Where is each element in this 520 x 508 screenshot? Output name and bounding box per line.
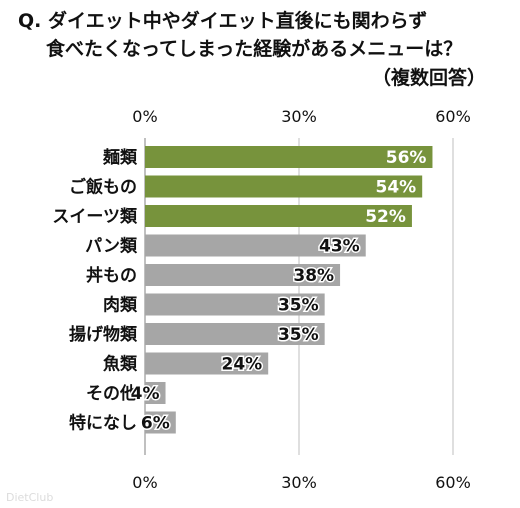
bar xyxy=(145,175,423,198)
category-label: 麺類 xyxy=(102,148,138,168)
data-label: 35% xyxy=(278,296,319,316)
category-label: 揚げ物類 xyxy=(69,324,138,345)
data-label: 35% xyxy=(278,325,319,345)
bar xyxy=(145,205,412,227)
data-label: 56% xyxy=(386,148,427,168)
chart-title: Q. ダイエット中やダイエット直後にも関わらず 食べたくなってしまった経験がある… xyxy=(0,0,520,100)
data-label: 4% xyxy=(131,384,160,404)
title-line-2: 食べたくなってしまった経験があるメニューは？ xyxy=(46,38,463,60)
bar xyxy=(145,264,341,286)
category-label: 魚類 xyxy=(103,354,138,375)
category-label: スイーツ類 xyxy=(52,207,138,227)
x-tick-label-bottom: 30% xyxy=(281,473,317,492)
category-label: パン類 xyxy=(85,237,138,257)
category-label: 肉類 xyxy=(103,295,138,316)
bar xyxy=(145,234,366,257)
bar xyxy=(145,323,325,345)
x-tick-label-top: 60% xyxy=(435,107,471,126)
bar xyxy=(145,146,433,168)
category-label: 丼もの xyxy=(86,265,137,286)
category-label: その他 xyxy=(86,383,137,404)
data-label: 38% xyxy=(293,266,334,286)
x-tick-label-bottom: 0% xyxy=(132,473,157,492)
category-label: 特になし xyxy=(69,413,137,434)
bar xyxy=(145,293,325,316)
data-label: 52% xyxy=(365,207,406,227)
x-tick-label-top: 0% xyxy=(132,107,157,126)
data-label: 43% xyxy=(319,237,360,257)
x-tick-label-bottom: 60% xyxy=(435,473,471,492)
data-label: 54% xyxy=(375,178,416,198)
title-line-3: （複数回答） xyxy=(372,67,487,89)
title-line-1: Q. ダイエット中やダイエット直後にも関わらず xyxy=(18,10,428,32)
bar xyxy=(145,352,269,375)
data-label: 6% xyxy=(141,414,170,434)
x-tick-label-top: 30% xyxy=(281,107,317,126)
bar xyxy=(145,411,176,434)
bar xyxy=(145,382,166,404)
category-label: ご飯もの xyxy=(69,177,137,198)
watermark: DietClub xyxy=(6,491,54,504)
data-label: 24% xyxy=(221,355,262,375)
